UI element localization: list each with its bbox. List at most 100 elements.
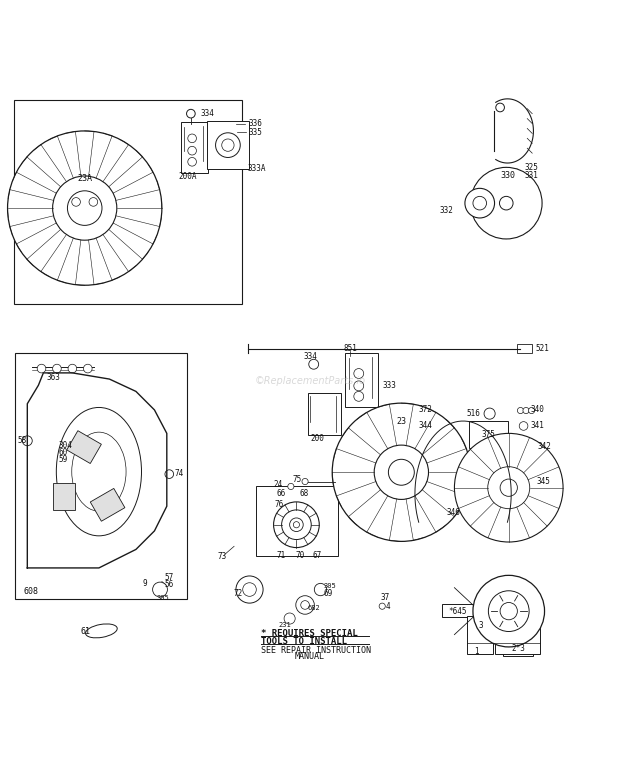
Circle shape [165, 470, 174, 478]
Circle shape [22, 436, 32, 445]
Text: 305: 305 [324, 584, 336, 590]
Circle shape [471, 167, 542, 239]
Text: 521: 521 [536, 344, 550, 353]
Bar [53, 483, 76, 510]
Circle shape [222, 139, 234, 151]
Bar [207, 121, 249, 169]
Circle shape [242, 583, 256, 596]
Text: 4: 4 [386, 601, 391, 611]
Text: 333A: 333A [247, 164, 265, 173]
Circle shape [519, 422, 528, 430]
Circle shape [89, 197, 98, 207]
Bar [15, 353, 187, 599]
Circle shape [484, 408, 495, 419]
Circle shape [37, 364, 46, 373]
Bar [255, 486, 338, 555]
Circle shape [314, 584, 327, 596]
Circle shape [284, 613, 295, 624]
Circle shape [496, 103, 505, 112]
Text: 341: 341 [531, 422, 545, 431]
Circle shape [374, 445, 428, 499]
Circle shape [500, 603, 517, 620]
Text: 330: 330 [500, 170, 515, 180]
Text: 74: 74 [174, 469, 184, 478]
Circle shape [273, 502, 319, 548]
Text: ©ReplacementParts.io: ©ReplacementParts.io [254, 376, 366, 386]
Text: 334: 334 [303, 353, 317, 361]
Circle shape [281, 510, 311, 540]
Text: 346: 346 [446, 508, 460, 517]
Bar [469, 421, 508, 448]
Bar [308, 392, 341, 435]
Bar [517, 345, 532, 353]
Circle shape [488, 467, 529, 508]
Text: 305: 305 [157, 594, 169, 601]
Text: 333: 333 [383, 381, 397, 389]
Circle shape [354, 369, 364, 379]
Text: 56: 56 [165, 580, 174, 589]
Circle shape [354, 381, 364, 391]
Text: 363: 363 [47, 372, 61, 382]
Text: SEE REPAIR INSTRUCTION: SEE REPAIR INSTRUCTION [260, 646, 371, 654]
Circle shape [188, 134, 197, 143]
Text: 59: 59 [58, 455, 68, 464]
Ellipse shape [86, 624, 117, 638]
Circle shape [309, 359, 319, 369]
Circle shape [388, 459, 414, 485]
Text: 61: 61 [81, 627, 91, 636]
Text: 1: 1 [474, 647, 479, 656]
Circle shape [187, 109, 195, 118]
Circle shape [405, 422, 413, 429]
Circle shape [68, 190, 102, 225]
Text: 37: 37 [381, 593, 390, 602]
Circle shape [517, 408, 523, 414]
Text: 344: 344 [418, 422, 433, 431]
Circle shape [236, 576, 263, 603]
Text: 608: 608 [24, 587, 38, 596]
Text: 71: 71 [277, 551, 286, 560]
Bar [14, 100, 242, 304]
Text: *645: *645 [448, 607, 467, 616]
Text: 231: 231 [279, 622, 291, 627]
Circle shape [293, 521, 299, 528]
Text: 516: 516 [466, 409, 480, 418]
Text: 57: 57 [165, 573, 174, 581]
Bar [345, 353, 378, 408]
Text: 69: 69 [324, 589, 333, 598]
Text: TOOLS TO INSTALL: TOOLS TO INSTALL [260, 637, 347, 646]
Text: 332: 332 [440, 206, 454, 215]
Text: 67: 67 [312, 551, 322, 560]
Bar [67, 431, 102, 464]
Text: 375: 375 [482, 430, 495, 439]
Bar [442, 604, 473, 617]
Circle shape [153, 582, 167, 597]
Text: 325: 325 [525, 163, 539, 172]
Text: 23A: 23A [78, 174, 92, 183]
Circle shape [288, 483, 294, 489]
Circle shape [500, 479, 517, 496]
Text: 73: 73 [217, 552, 226, 561]
Text: 336: 336 [248, 119, 262, 128]
Text: 304: 304 [58, 442, 72, 450]
Circle shape [528, 408, 534, 414]
Text: 335: 335 [249, 127, 263, 137]
Bar [495, 616, 540, 654]
Text: 340: 340 [531, 405, 545, 414]
Text: 23: 23 [396, 417, 406, 426]
Circle shape [84, 364, 92, 373]
Circle shape [465, 188, 495, 218]
Circle shape [188, 147, 197, 155]
Text: 2*3: 2*3 [511, 644, 525, 654]
Circle shape [301, 601, 309, 609]
Circle shape [53, 176, 117, 240]
Text: 372: 372 [418, 405, 433, 414]
Circle shape [454, 433, 563, 542]
Text: 334: 334 [200, 109, 214, 118]
Text: 851: 851 [343, 344, 357, 353]
Circle shape [500, 197, 513, 210]
Text: 9: 9 [142, 579, 147, 588]
Circle shape [188, 157, 197, 166]
Circle shape [489, 591, 529, 631]
Circle shape [72, 197, 81, 207]
Text: 66: 66 [277, 489, 286, 498]
